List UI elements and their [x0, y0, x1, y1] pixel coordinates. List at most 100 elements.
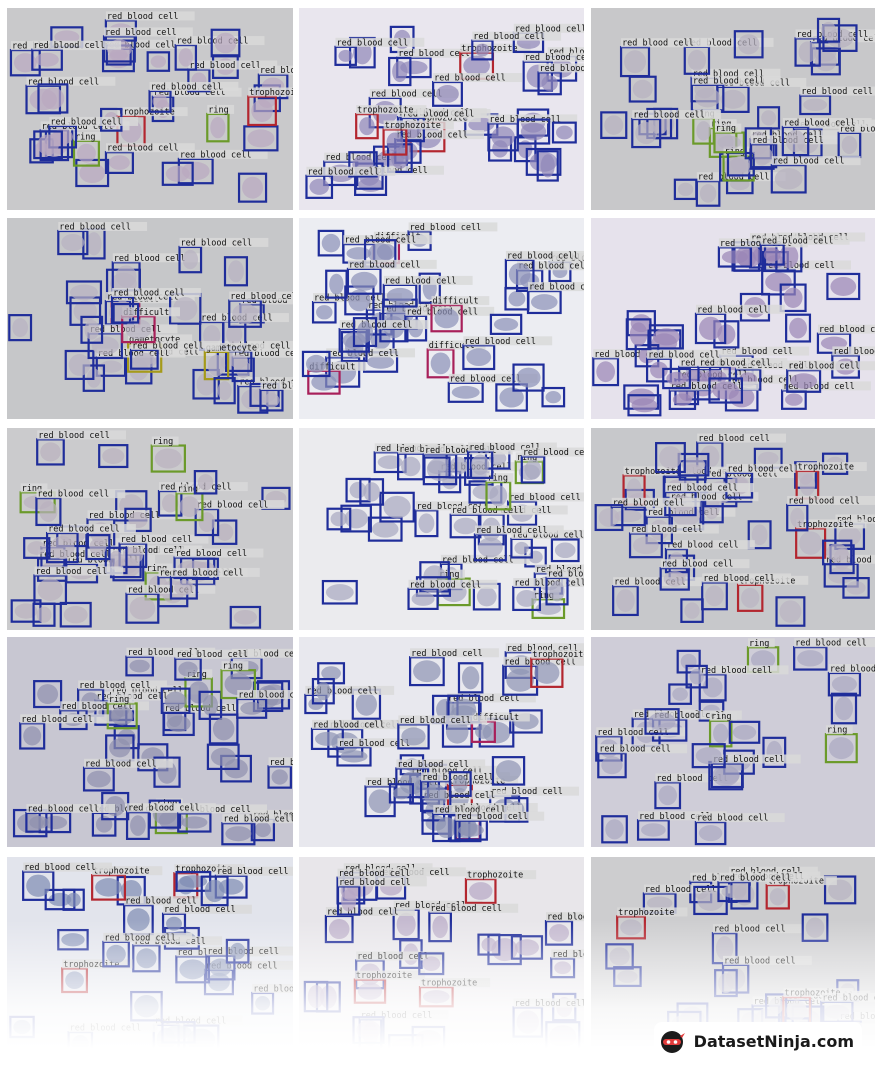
annotated-image-tile[interactable]: red blood cell red blood cell ring red bloo… — [591, 637, 875, 847]
bounding-box-rbc — [124, 507, 152, 533]
bounding-box-rbc — [627, 394, 662, 417]
annotation-label-rbc: red blood cell — [491, 787, 563, 797]
annotation-label-ring: ring — [827, 726, 847, 736]
annotation-label-ring: ring — [153, 437, 173, 447]
annotation-label-rbc: red blood cell — [105, 28, 177, 38]
bounding-box-rbc — [64, 349, 95, 381]
annotation-label-rbc: red blood cell — [349, 260, 421, 270]
annotation-label-trophozoite: trophozoite — [356, 971, 412, 981]
bounding-box-rbc — [208, 713, 239, 745]
bounding-box-rbc — [397, 723, 430, 750]
annotation-label-rbc: red blood cell — [540, 64, 584, 74]
bounding-box-rbc — [432, 812, 461, 843]
annotation-label-rbc: red blood cell — [599, 745, 671, 755]
annotation-label-rbc: red blood cell — [830, 664, 875, 674]
annotation-label-rbc: red blood cell — [773, 157, 845, 167]
annotation-label-difficult: difficult — [433, 297, 479, 307]
annotation-label-rbc: red blood cell — [385, 276, 457, 286]
annotation-label-trophozoite: trophozoite — [357, 106, 413, 116]
annotation-label-trophozoite: trophozoite — [798, 463, 854, 473]
bounding-box-rbc — [388, 56, 412, 87]
annotation-label-ring: ring — [22, 484, 42, 494]
annotated-image-tile[interactable]: red blood cell red blood cell trophozoite r… — [299, 857, 584, 1060]
annotation-label-ring: ring — [186, 670, 206, 680]
annotation-label-rbc: red blood cell — [727, 375, 799, 385]
bounding-box-rbc — [823, 875, 857, 905]
annotation-label-rbc: red blood cell — [788, 362, 860, 372]
annotation-label-rbc: red blood cell — [504, 657, 576, 667]
annotation-label-rbc: red blood cell — [719, 874, 791, 884]
annotation-label-rbc: red blood cell — [594, 350, 666, 360]
annotation-label-rbc: red blood cell — [721, 347, 793, 357]
annotation-label-rbc: red blood cell — [512, 530, 584, 540]
annotation-label-rbc: red blood cell — [35, 567, 107, 577]
brand-watermark[interactable]: DatasetNinja.com — [653, 1022, 862, 1060]
bounding-box-rbc — [379, 491, 415, 523]
annotation-label-rbc: red blood cell — [671, 493, 743, 503]
annotation-label-rbc: red blood cell — [107, 144, 179, 154]
annotation-label-ring: ring — [147, 564, 167, 574]
annotation-label-trophozoite: trophozoite — [175, 865, 231, 875]
annotation-label-rbc: red blood cell — [24, 863, 96, 873]
annotation-label-rbc: red blood cell — [515, 999, 584, 1009]
annotation-label-gametocyte: gametocyte — [206, 343, 257, 353]
annotation-label-rbc: red blood cell — [39, 550, 111, 560]
bounding-box-rbc — [112, 302, 140, 324]
annotation-label-rbc: red blood cell — [714, 925, 786, 935]
bounding-box-rbc — [352, 317, 378, 348]
bounding-box-rbc — [780, 389, 807, 410]
annotation-label-rbc: red blood cell — [107, 12, 179, 22]
bounding-box-rbc — [211, 519, 238, 545]
bounding-box-rbc — [489, 313, 523, 335]
bounding-box-rbc — [761, 268, 796, 296]
annotation-label-rbc: red blood cell — [671, 382, 743, 392]
annotation-label-rbc: red blood cell — [260, 66, 293, 76]
bounding-box-rbc — [601, 815, 628, 844]
annotation-label-rbc: red blood cell — [38, 431, 110, 441]
annotation-label-rbc: red blood cell — [28, 77, 100, 87]
annotation-label-rbc: red blood cell — [396, 131, 468, 141]
annotation-label-rbc: red blood cell — [339, 878, 411, 888]
annotation-label-rbc: red blood cell — [411, 649, 483, 659]
annotation-label-rbc: red blood cell — [21, 715, 93, 725]
bounding-box-rbc — [311, 677, 335, 705]
annotated-image-tile[interactable]: red blood cell red blood cell ring red bloo… — [7, 428, 293, 630]
bounding-box-rbc — [229, 605, 262, 629]
bounding-box-rbc — [267, 765, 292, 789]
bounding-box-rbc — [779, 283, 807, 313]
annotation-label-rbc: red blood cell — [253, 984, 293, 994]
bounding-box-trophozoite — [795, 527, 827, 559]
bounding-box-rbc — [673, 178, 698, 201]
bounding-box-rbc — [448, 771, 472, 797]
bounding-box-rbc — [655, 442, 686, 474]
annotation-label-rbc: red blood cell — [176, 549, 248, 559]
bounding-box-rbc — [691, 743, 726, 769]
microscopy-image: red blood cell red blood cell ring red bloo… — [591, 637, 875, 847]
annotation-label-rbc: red blood cell — [238, 691, 293, 701]
annotation-label-rbc: red blood cell — [476, 526, 548, 536]
bounding-box-rbc — [193, 470, 218, 495]
annotation-label-trophozoite: trophozoite — [467, 871, 523, 881]
annotation-label-rbc: red blood cell — [701, 666, 773, 676]
bounding-box-rbc — [59, 601, 92, 628]
bounding-box-rbc — [502, 664, 539, 696]
bounding-box-rbc — [668, 683, 693, 705]
annotation-label-rbc: red blood cell — [763, 261, 835, 271]
bounding-box-rbc — [827, 671, 862, 697]
annotation-label-rbc: red blood cell — [698, 173, 770, 183]
bounding-box-rbc — [210, 28, 241, 58]
annotation-label-rbc: red blood cell — [361, 1011, 433, 1021]
bounding-box-rbc — [551, 121, 577, 144]
